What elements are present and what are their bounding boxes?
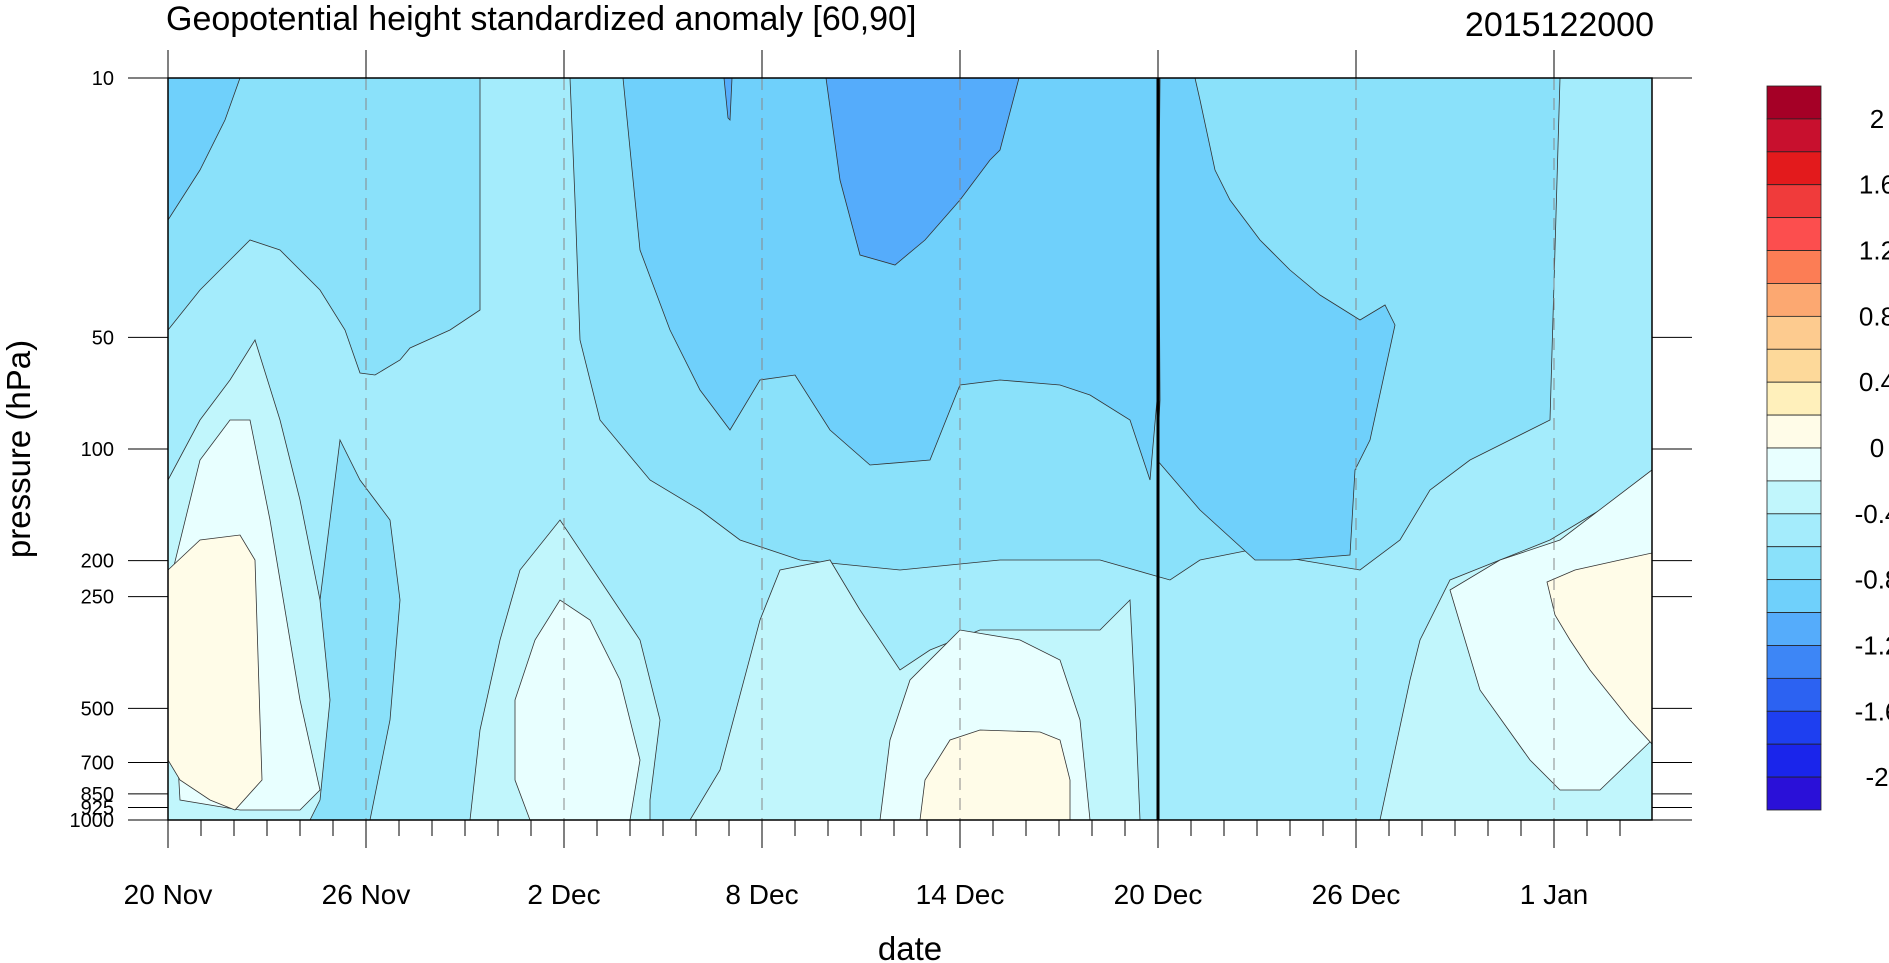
- x-axis-ticks: 20 Nov 26 Nov 2 Dec 8 Dec 14 Dec 20 Dec 26 Dec…: [124, 50, 1621, 910]
- colorbar-swatch-13: [1766, 513, 1822, 548]
- contour-region-pos-right: [1546, 552, 1652, 745]
- x-tick-label-2: 2 Dec: [527, 879, 600, 910]
- contour-field: [168, 78, 1652, 820]
- contour-region-m12-center: [622, 78, 1161, 481]
- y-tick-label-2: 100: [81, 439, 114, 461]
- x-axis-label: date: [878, 930, 942, 963]
- y-axis-label: pressure (hPa): [0, 340, 37, 558]
- y-tick-label-7: 850: [81, 784, 114, 806]
- y-tick-label-0: 10: [92, 68, 114, 90]
- x-tick-label-6: 26 Dec: [1312, 879, 1401, 910]
- colorbar-label-4: 0.4: [1859, 367, 1889, 397]
- contour-region-pos-center: [919, 729, 1071, 820]
- x-tick-label-3: 8 Dec: [725, 879, 798, 910]
- colorbar-label-5: 0: [1870, 433, 1884, 463]
- y-tick-label-1: 50: [92, 327, 114, 349]
- colorbar-swatch-18: [1766, 677, 1822, 712]
- colorbar-swatch-11: [1766, 447, 1822, 482]
- x-tick-label-4: 14 Dec: [916, 879, 1005, 910]
- x-tick-label-5: 20 Dec: [1114, 879, 1203, 910]
- x-tick-label-0: 20 Nov: [124, 879, 213, 910]
- contour-region-m08-upper: [168, 78, 481, 376]
- x-tick-label-7: 1 Jan: [1520, 879, 1589, 910]
- colorbar-swatch-15: [1766, 579, 1822, 613]
- contour-region-pos-left: [168, 534, 263, 811]
- colorbar-label-10: -2: [1865, 762, 1888, 792]
- colorbar-label-3: 0.8: [1859, 301, 1889, 331]
- colorbar-swatch-10: [1766, 414, 1822, 449]
- y-tick-label-3: 200: [81, 551, 114, 573]
- colorbar-swatch-20: [1766, 743, 1822, 778]
- colorbar-swatch-16: [1766, 612, 1822, 646]
- colorbar-swatch-0: [1766, 85, 1822, 120]
- colorbar-swatch-19: [1766, 710, 1822, 745]
- contour-region-m16-spike: [723, 78, 733, 121]
- colorbar-swatch-17: [1766, 645, 1822, 679]
- colorbar-swatch-6: [1766, 283, 1822, 317]
- colorbar-label-2: 1.2: [1859, 236, 1889, 266]
- colorbar-swatch-3: [1766, 184, 1822, 219]
- y-tick-label-9: 1000: [70, 810, 115, 832]
- chart-date-stamp: 2015122000: [1465, 6, 1654, 44]
- colorbar-label-0: 2: [1870, 104, 1884, 134]
- colorbar-swatch-4: [1766, 217, 1822, 251]
- contour-region-m16: [825, 78, 1020, 266]
- contour-region-m12: [623, 78, 1396, 561]
- contour-region-m12-left: [168, 78, 241, 221]
- x-tick-label-1: 26 Nov: [322, 879, 411, 910]
- colorbar-swatch-1: [1766, 118, 1822, 153]
- date-gridlines: [365, 78, 1555, 820]
- contour-region-0-center: [514, 599, 641, 820]
- y-tick-label-5: 500: [81, 698, 114, 720]
- colorbar-swatch-14: [1766, 546, 1822, 581]
- colorbar-swatch-21: [1766, 776, 1822, 811]
- colorbar-swatch-12: [1766, 480, 1822, 515]
- chart-title: Geopotential height standardized anomaly…: [166, 0, 916, 38]
- colorbar-swatch-2: [1766, 151, 1822, 186]
- y-tick-label-8: 925: [81, 797, 114, 819]
- colorbar-swatch-5: [1766, 250, 1822, 284]
- colorbar-swatch-7: [1766, 315, 1822, 350]
- contour-region-0-right: [1449, 469, 1652, 791]
- colorbar-swatch-8: [1766, 348, 1822, 383]
- colorbar-label-7: -0.8: [1855, 565, 1889, 595]
- colorbar-label-6: -0.4: [1855, 499, 1889, 529]
- y-tick-label-4: 250: [81, 587, 114, 609]
- colorbar-label-8: -1.2: [1855, 630, 1889, 660]
- colorbar-swatch-9: [1766, 381, 1822, 416]
- colorbar-label-1: 1.6: [1859, 170, 1889, 200]
- y-tick-label-6: 700: [81, 753, 114, 775]
- colorbar: 2 1.6 1.2 0.8 0.4 0 -0.4 -0.8 -1.2 -1.6 -2: [1766, 85, 1889, 811]
- colorbar-label-9: -1.6: [1855, 696, 1889, 726]
